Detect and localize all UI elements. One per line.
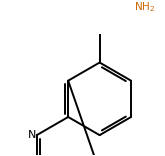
Text: NH$_2$: NH$_2$ (134, 0, 155, 14)
Text: N: N (27, 130, 36, 140)
